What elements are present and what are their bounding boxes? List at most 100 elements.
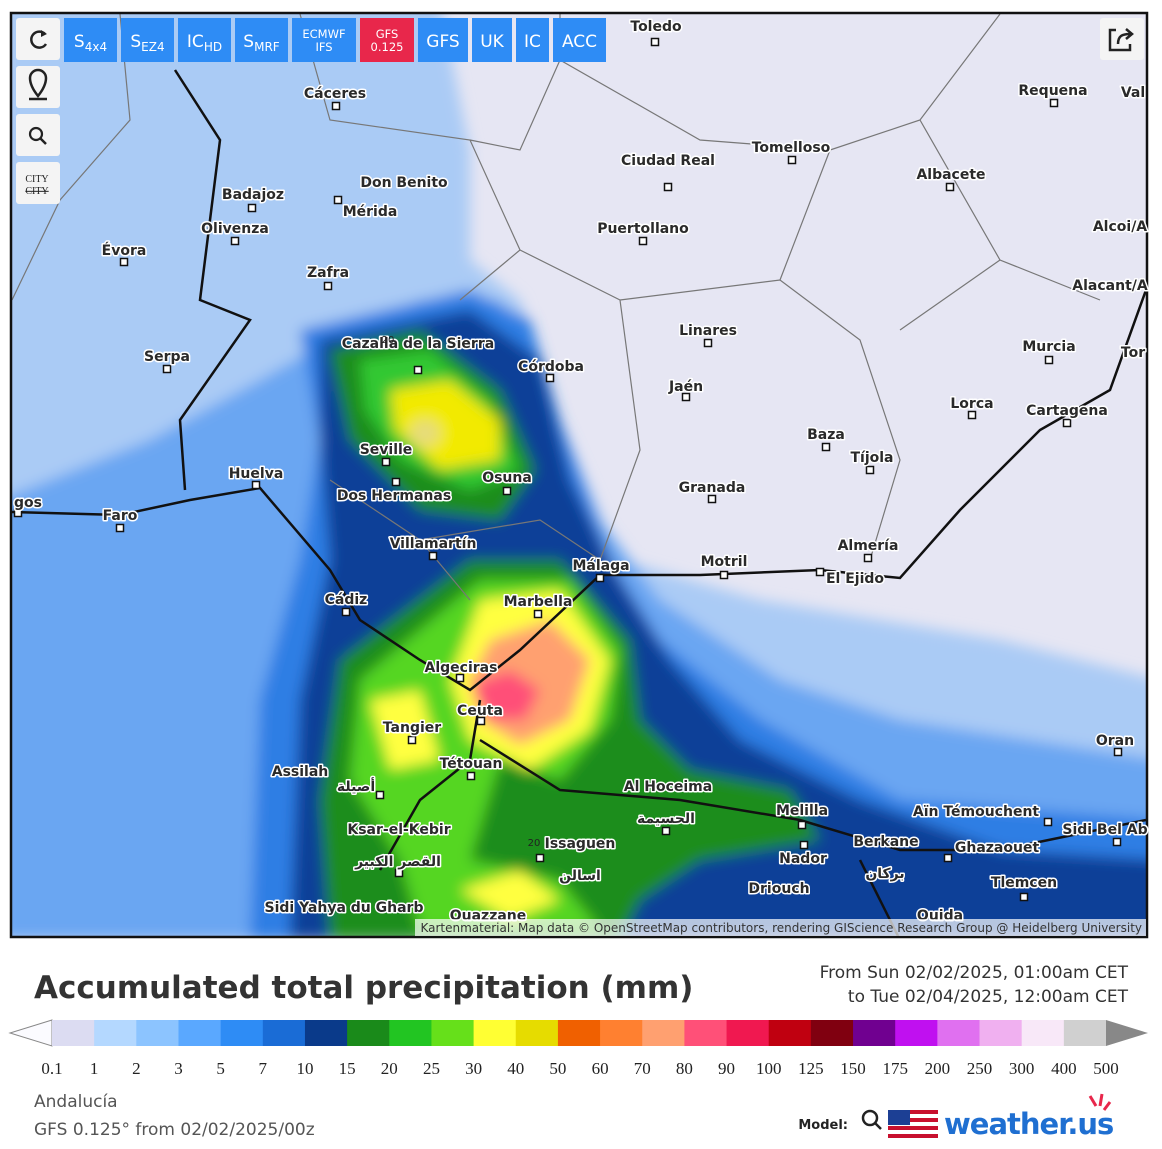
model-button[interactable]	[178, 18, 231, 62]
city-marker	[428, 551, 438, 561]
city-marker	[1062, 418, 1072, 428]
model-icon-handle	[874, 1122, 882, 1130]
scale-arrow-high	[1106, 1020, 1148, 1046]
model-button[interactable]	[472, 18, 512, 62]
scale-label: 125	[798, 1059, 824, 1078]
scale-cell	[304, 1020, 348, 1046]
scale-label: 3	[174, 1059, 183, 1078]
city-marker	[394, 868, 404, 878]
city-label: Tor	[1121, 345, 1145, 361]
city-label: Oran	[1096, 733, 1134, 749]
city-label: Tlemcen	[991, 875, 1057, 891]
model-button-label: S4x4	[74, 32, 107, 54]
city-label: Motril	[701, 554, 748, 570]
city-marker	[650, 37, 660, 47]
model-button-label: ICHD	[187, 32, 222, 54]
period-from: From Sun 02/02/2025, 01:00am CET	[820, 963, 1129, 983]
location-button[interactable]	[16, 66, 60, 108]
city-label: Tomelloso	[752, 140, 831, 156]
scale-arrow-low	[8, 1019, 53, 1047]
city-label: Cáceres	[304, 86, 366, 102]
city-label: Assilah	[272, 764, 329, 780]
city-label: Puertollano	[597, 221, 689, 237]
model-label: Model:	[798, 1118, 848, 1133]
city-label: El Ejido	[826, 571, 884, 587]
city-label: Málaga	[572, 558, 629, 574]
button-sub: EZ4	[141, 40, 164, 54]
city-marker	[1019, 892, 1029, 902]
city-toggle-button[interactable]	[16, 162, 60, 204]
city-label: Tíjola	[850, 450, 893, 466]
refresh-button[interactable]	[16, 18, 60, 60]
scale-cell	[600, 1020, 643, 1046]
share-button[interactable]	[1100, 18, 1144, 60]
city-marker	[162, 364, 172, 374]
scale-label: 175	[882, 1059, 908, 1078]
city-marker	[863, 553, 873, 563]
city-label: Melilla	[776, 803, 828, 819]
model-button[interactable]	[121, 18, 174, 62]
model-button-label: SEZ4	[130, 32, 164, 54]
zoom-button[interactable]	[16, 114, 60, 156]
map[interactable]	[0, 0, 1160, 940]
scale-cell	[389, 1020, 432, 1046]
model-button[interactable]	[64, 18, 117, 62]
scale-cell	[431, 1020, 475, 1046]
scale-label: 40	[507, 1059, 524, 1078]
city-label: Faro	[103, 508, 138, 524]
city-local-name: اسالن	[559, 868, 601, 884]
city-label: Algeciras	[425, 660, 498, 676]
scale-cell	[1063, 1020, 1107, 1046]
city-label: Albacete	[916, 167, 985, 183]
model-button[interactable]	[516, 18, 549, 62]
city-marker	[375, 790, 385, 800]
model-button[interactable]	[360, 18, 414, 62]
scale-cell	[1021, 1020, 1065, 1046]
city-marker	[476, 716, 486, 726]
city-label: Alcoi/A	[1093, 219, 1147, 235]
city-label: Évora	[102, 242, 147, 259]
city-label: Alacant/A	[1072, 278, 1148, 294]
model-button[interactable]	[292, 18, 356, 62]
scale-label: 0.1	[41, 1059, 62, 1078]
city-label: Sidi Yahya du Gharb	[265, 900, 424, 916]
city-marker	[661, 826, 671, 836]
city-label: Nador	[779, 851, 827, 867]
model-button[interactable]	[235, 18, 288, 62]
logo[interactable]: weather.us	[944, 1107, 1114, 1141]
scale-cell	[642, 1020, 685, 1046]
city-label: Tangier	[383, 720, 441, 736]
contour-label: 20	[528, 838, 541, 849]
scale-label: 200	[925, 1059, 951, 1078]
scale-label: 100	[756, 1059, 782, 1078]
city-marker	[341, 607, 351, 617]
model-button-label: IC	[524, 32, 541, 52]
city-marker	[815, 567, 825, 577]
city-label: Val	[1121, 85, 1145, 101]
city-layer: Toledo Cáceres Requena Val Ciudad Real Tomell…	[13, 18, 1150, 926]
scale-label: 90	[718, 1059, 735, 1078]
city-marker	[533, 609, 543, 619]
city-label: Villamartín	[390, 536, 477, 552]
map-frame	[9, 11, 1149, 939]
city-marker	[707, 494, 717, 504]
scale-cell	[853, 1020, 896, 1046]
city-marker	[119, 257, 129, 267]
city-label: Osuna	[482, 470, 532, 486]
scale-cell	[557, 1020, 601, 1046]
city-marker	[333, 195, 343, 205]
city-marker	[821, 442, 831, 452]
scale-label: 7	[259, 1059, 268, 1078]
city-marker	[681, 392, 691, 402]
scale-label: 250	[967, 1059, 993, 1078]
scale-cell	[262, 1020, 306, 1046]
city-label: Don Benito	[360, 175, 448, 191]
model-button[interactable]	[553, 18, 606, 62]
city-label: Al Hoceima	[624, 779, 712, 795]
scale-cell	[515, 1020, 559, 1046]
model-button[interactable]	[418, 18, 468, 62]
city-marker	[115, 523, 125, 533]
city-marker	[545, 373, 555, 383]
